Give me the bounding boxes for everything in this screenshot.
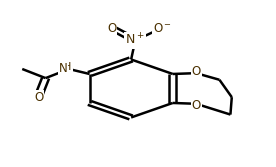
Text: O$^-$: O$^-$ [153, 22, 172, 35]
Text: O: O [192, 65, 201, 78]
Text: O: O [192, 99, 201, 112]
Text: N: N [59, 62, 67, 75]
Text: H: H [63, 61, 72, 71]
Text: O: O [34, 91, 43, 104]
Text: O: O [107, 22, 116, 35]
Text: N$^+$: N$^+$ [126, 33, 145, 48]
